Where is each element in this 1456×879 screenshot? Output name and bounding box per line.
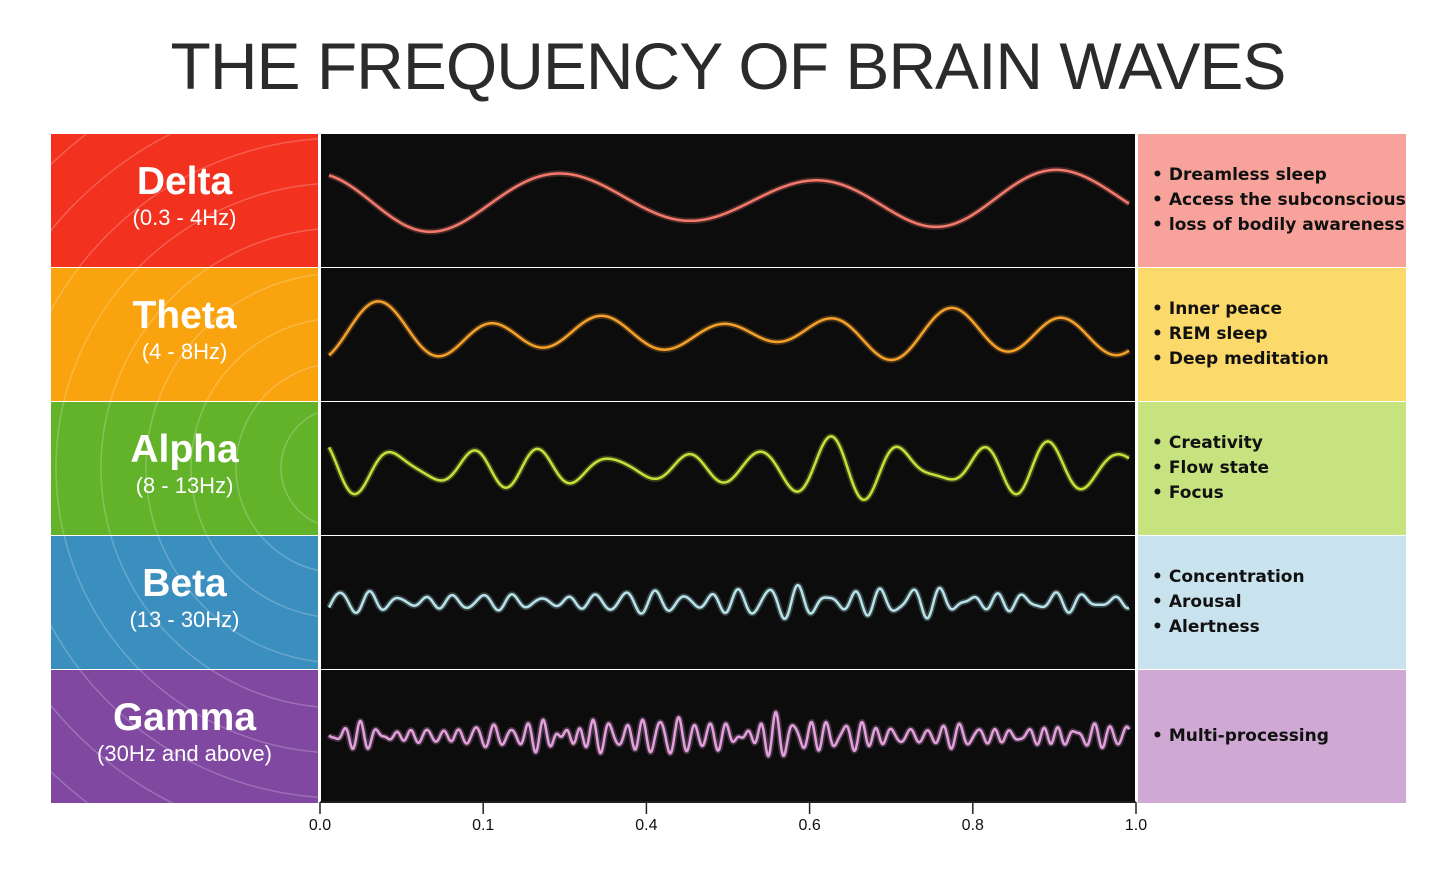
effect-item: Concentration xyxy=(1152,565,1406,590)
waveform-panel-alpha xyxy=(321,402,1135,535)
effect-item: Arousal xyxy=(1152,590,1406,615)
effects-list: ConcentrationArousalAlertness xyxy=(1138,565,1406,640)
band-frequency-range: (30Hz and above) xyxy=(97,741,272,766)
label-theta: Theta (4 - 8Hz) xyxy=(51,268,318,401)
wave-line xyxy=(328,300,1130,362)
waveform-gamma xyxy=(326,709,1132,760)
waveform-panel-beta xyxy=(321,536,1135,669)
wave-glow xyxy=(326,433,1132,503)
effects-list: CreativityFlow stateFocus xyxy=(1138,431,1406,506)
effects-panel-alpha: CreativityFlow stateFocus xyxy=(1138,402,1406,535)
axis-tick-label: 0.6 xyxy=(798,817,821,834)
effects-panel-theta: Inner peaceREM sleepDeep meditation xyxy=(1138,268,1406,401)
effect-item: loss of bodily awareness xyxy=(1152,213,1406,238)
axis-tick-label: 0.1 xyxy=(472,817,495,834)
waveform-theta xyxy=(326,298,1132,363)
effect-item: REM sleep xyxy=(1152,322,1406,347)
effect-item: Multi-processing xyxy=(1152,724,1406,749)
waveform-alpha xyxy=(326,433,1132,503)
effects-panel-gamma: Multi-processing xyxy=(1138,670,1406,803)
label-delta: Delta (0.3 - 4Hz) xyxy=(51,134,318,267)
label-alpha: Alpha (8 - 13Hz) xyxy=(51,402,318,535)
band-frequency-range: (13 - 30Hz) xyxy=(129,607,240,632)
effects-panel-beta: ConcentrationArousalAlertness xyxy=(1138,536,1406,669)
effects-list: Dreamless sleepAccess the subconsciouslo… xyxy=(1138,163,1406,238)
wave-line xyxy=(327,583,1130,621)
band-name: Delta xyxy=(136,160,233,203)
wave-line xyxy=(328,710,1131,758)
label-beta: Beta (13 - 30Hz) xyxy=(51,536,318,669)
waveform-panel-delta xyxy=(321,134,1135,267)
band-frequency-range: (4 - 8Hz) xyxy=(141,339,228,364)
effect-item: Flow state xyxy=(1152,456,1406,481)
band-name: Gamma xyxy=(112,696,257,739)
wave-line xyxy=(328,168,1130,234)
band-name: Alpha xyxy=(130,428,239,471)
waveform-delta xyxy=(326,166,1132,235)
ripple-decoration-icon xyxy=(55,402,318,535)
axis-line xyxy=(319,801,1137,814)
effect-item: Access the subconscious xyxy=(1152,188,1406,213)
effects-list: Inner peaceREM sleepDeep meditation xyxy=(1138,297,1406,372)
axis-tick-label: 0.0 xyxy=(308,817,332,834)
label-gamma: Gamma (30Hz and above) xyxy=(51,670,318,803)
axis-tick-label: 1.0 xyxy=(1124,817,1148,834)
effect-item: Deep meditation xyxy=(1152,347,1406,372)
effect-item: Focus xyxy=(1152,481,1406,506)
wave-line xyxy=(327,435,1130,501)
wave-glow xyxy=(326,166,1132,235)
waveform-panel-theta xyxy=(321,268,1135,401)
page-title: THE FREQUENCY OF BRAIN WAVES xyxy=(170,29,1287,103)
axis-tick-label: 0.8 xyxy=(961,817,984,834)
band-name: Theta xyxy=(132,294,237,337)
band-frequency-range: (0.3 - 4Hz) xyxy=(132,205,237,230)
wave-glow xyxy=(326,582,1132,622)
band-frequency-range: (8 - 13Hz) xyxy=(135,473,234,498)
effects-list: Multi-processing xyxy=(1138,724,1406,749)
effect-item: Alertness xyxy=(1152,615,1406,640)
axis-tick-label: 0.4 xyxy=(635,817,658,834)
waveform-panel-gamma xyxy=(321,670,1135,803)
effects-panel-delta: Dreamless sleepAccess the subconsciouslo… xyxy=(1138,134,1406,267)
effect-item: Creativity xyxy=(1152,431,1406,456)
effect-item: Inner peace xyxy=(1152,297,1406,322)
effect-item: Dreamless sleep xyxy=(1152,163,1406,188)
band-name: Beta xyxy=(142,562,227,605)
waveform-beta xyxy=(326,582,1132,622)
